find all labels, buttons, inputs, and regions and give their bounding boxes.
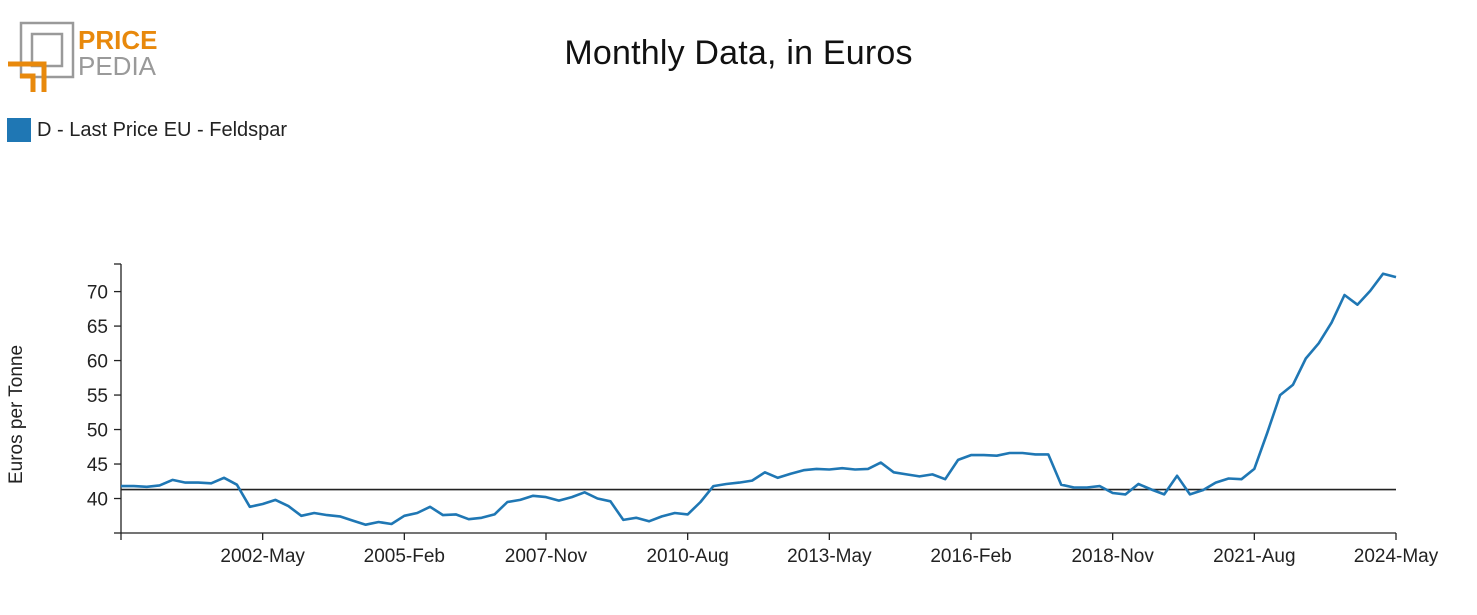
legend-swatch (7, 118, 31, 142)
legend[interactable]: D - Last Price EU - Feldspar (7, 118, 287, 142)
legend-label: D - Last Price EU - Feldspar (37, 118, 288, 141)
x-tick-label: 2013-May (787, 546, 872, 567)
x-tick-label: 2024-May (1354, 546, 1439, 567)
logo-mark (8, 21, 75, 92)
y-tick-label: 45 (87, 455, 108, 476)
y-tick-label: 65 (87, 317, 108, 338)
y-tick-label: 50 (87, 421, 108, 442)
y-axis-title: Euros per Tonne (6, 345, 27, 484)
y-tick-label: 60 (87, 352, 108, 373)
x-tick-label: 2018-Nov (1071, 546, 1154, 567)
y-tick-label: 55 (87, 386, 108, 407)
pricepedia-logo: PRICE PEDIA (8, 21, 157, 92)
x-tick-label: 2016-Feb (930, 546, 1011, 567)
series-line-feldspar (121, 272, 1397, 527)
x-tick-label: 2002-May (220, 546, 305, 567)
chart-title: Monthly Data, in Euros (564, 34, 913, 72)
x-tick-label: 2021-Aug (1213, 546, 1295, 567)
y-tick-label: 40 (87, 490, 108, 511)
x-tick-label: 2005-Feb (364, 546, 445, 567)
logo-wordmark-price: PRICE (78, 25, 157, 55)
x-tick-label: 2010-Aug (646, 546, 728, 567)
x-tick-label: 2007-Nov (505, 546, 588, 567)
logo-wordmark-pedia: PEDIA (78, 51, 157, 81)
y-tick-label: 70 (87, 283, 108, 304)
